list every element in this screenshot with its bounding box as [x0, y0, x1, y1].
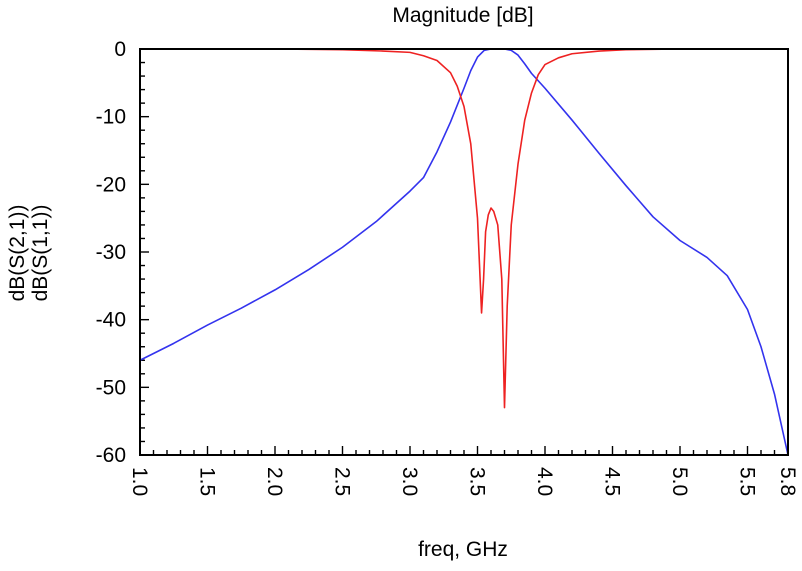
- x-tick-label: 1.5: [196, 467, 219, 496]
- x-tick-label: 3.0: [398, 467, 421, 496]
- y-tick-label: -10: [96, 106, 126, 129]
- series-line-s11: [140, 48, 788, 409]
- y-tick-label: -20: [96, 173, 126, 196]
- chart-title: Magnitude [dB]: [392, 4, 533, 27]
- y-tick-label: -60: [96, 444, 126, 467]
- x-tick-label: 5.0: [668, 467, 691, 496]
- x-axis-ticks: 1.0 1.5 2.0 2.5 3.0 3.5 4.0 4.5 5.0 5.5 5.8: [128, 467, 799, 496]
- plot-frame: [139, 48, 789, 456]
- x-tick-label: 2.0: [263, 467, 286, 496]
- y-tick-label: -40: [96, 309, 126, 332]
- x-tick-label: 2.5: [331, 467, 354, 496]
- x-tick-label: 5.8: [776, 467, 799, 496]
- y-axis-ticks: 0 -10 -20 -30 -40 -50 -60: [96, 38, 126, 467]
- series-group: [139, 48, 789, 456]
- y-tick-label: 0: [114, 38, 126, 61]
- x-tick-label: 5.5: [736, 467, 759, 496]
- x-axis-label: freq, GHz: [418, 538, 508, 561]
- y-tick-label: -50: [96, 376, 126, 399]
- x-tick-label: 1.0: [128, 467, 151, 496]
- y-tick-label: -30: [96, 241, 126, 264]
- x-tick-label: 4.5: [601, 467, 624, 496]
- y-axis-label-s21: dB(S(2,1)): [6, 205, 29, 302]
- y-axis-label-s11: dB(S(1,1)): [29, 205, 52, 302]
- x-tick-label: 4.0: [533, 467, 556, 496]
- x-tick-label: 3.5: [466, 467, 489, 496]
